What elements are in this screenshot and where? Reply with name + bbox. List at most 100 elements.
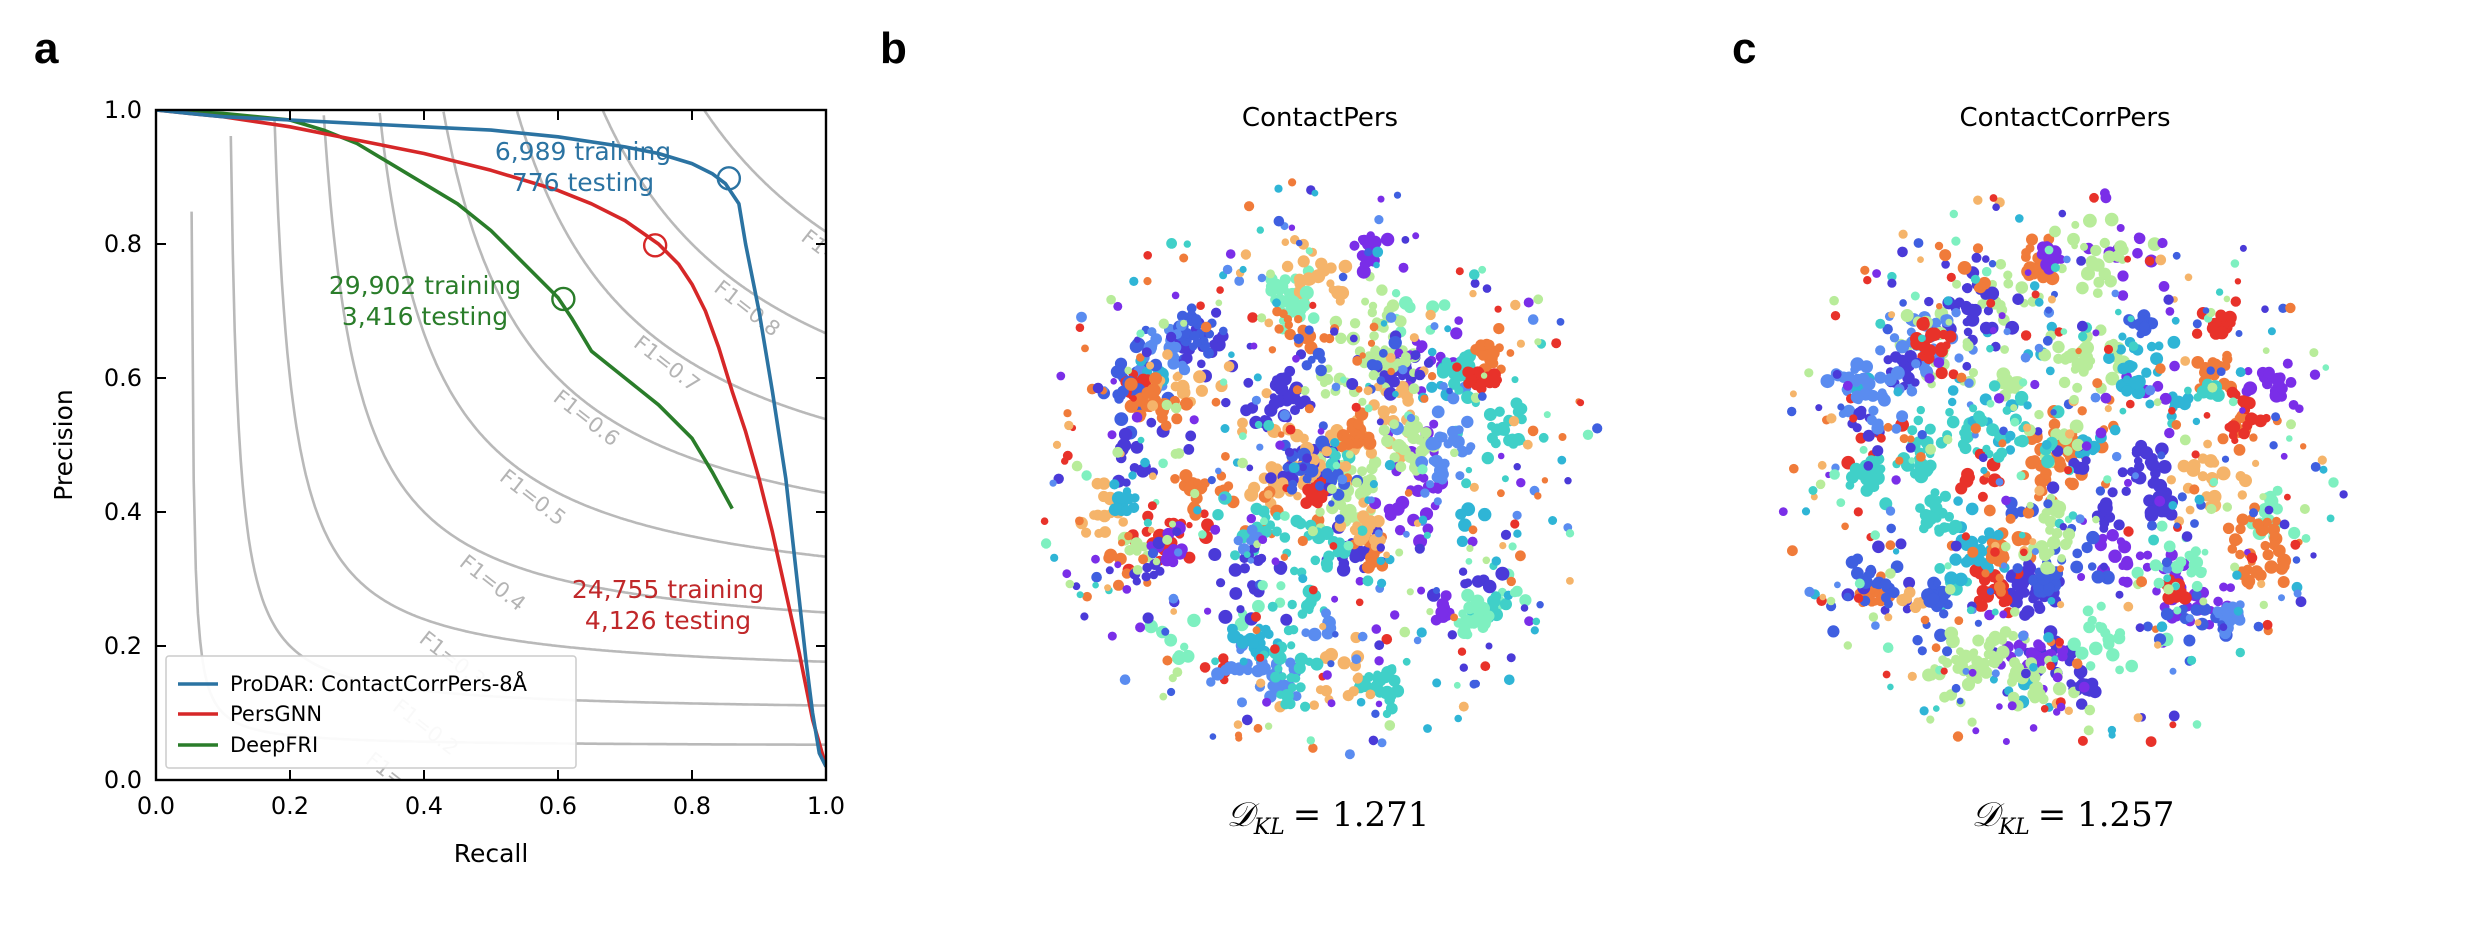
embedding-point <box>1907 435 1915 443</box>
embedding-point <box>2021 248 2031 258</box>
embedding-point <box>1461 390 1475 404</box>
embedding-point <box>1295 682 1306 693</box>
embedding-point <box>1114 561 1122 569</box>
embedding-point <box>2145 399 2155 409</box>
embedding-point <box>1343 540 1354 551</box>
embedding-point <box>1104 584 1112 592</box>
embedding-point <box>1968 368 1978 378</box>
embedding-point <box>1387 367 1395 376</box>
embedding-point <box>2322 364 2330 371</box>
embedding-point <box>2050 409 2057 416</box>
embedding-point <box>1882 324 1893 335</box>
embedding-point <box>1385 312 1397 323</box>
embedding-point <box>1277 431 1285 438</box>
embedding-point <box>1846 470 1859 484</box>
embedding-point <box>1972 553 1986 567</box>
embedding-point <box>1135 622 1146 633</box>
embedding-point <box>1405 420 1415 431</box>
embedding-point <box>1366 359 1379 371</box>
embedding-point <box>1391 684 1405 698</box>
embedding-point <box>1953 496 1963 506</box>
embedding-point <box>1963 327 1973 337</box>
embedding-point <box>2047 536 2061 550</box>
y-tick-label: 0.8 <box>104 230 142 258</box>
legend-label-deepfri: DeepFRI <box>230 733 318 757</box>
embedding-point <box>2328 477 2339 488</box>
embedding-point <box>1972 243 1984 254</box>
embedding-point <box>1491 556 1501 566</box>
embedding-point <box>1874 371 1887 384</box>
embedding-point <box>2261 305 2269 313</box>
embedding-point <box>1361 297 1370 306</box>
embedding-point <box>2254 569 2267 582</box>
embedding-point <box>1233 720 1243 729</box>
embedding-point <box>1170 341 1182 353</box>
embedding-point <box>2092 378 2103 389</box>
embedding-point <box>2119 407 2127 415</box>
embedding-point <box>1136 353 1145 362</box>
embedding-point <box>1446 387 1453 395</box>
embedding-point <box>1288 462 1300 473</box>
embedding-point <box>1309 301 1317 309</box>
embedding-point <box>1887 683 1894 691</box>
embedding-point <box>2146 458 2160 472</box>
embedding-point <box>1254 420 1263 429</box>
embedding-point <box>2202 307 2210 314</box>
embedding-point <box>1321 446 1332 457</box>
embedding-point <box>1989 635 2001 646</box>
embedding-point <box>1457 625 1471 639</box>
embedding-point <box>1804 586 1815 598</box>
embedding-point <box>2040 705 2049 713</box>
embedding-point <box>1181 649 1195 663</box>
embedding-point <box>1382 709 1392 719</box>
embedding-point <box>1973 283 1983 293</box>
embedding-point <box>2197 453 2209 464</box>
embedding-point <box>2024 269 2032 276</box>
embedding-point <box>2169 360 2180 372</box>
embedding-point <box>1946 415 1960 429</box>
embedding-point <box>1218 653 1229 664</box>
embedding-point <box>1845 481 1855 490</box>
embedding-point <box>1882 670 1891 679</box>
embedding-point <box>1475 339 1487 351</box>
embedding-point <box>1986 298 1996 308</box>
embedding-point <box>2149 559 2162 572</box>
embedding-point <box>1928 500 1937 509</box>
embedding-point <box>2034 409 2044 420</box>
embedding-point <box>1098 509 1111 523</box>
embedding-point <box>1322 670 1332 680</box>
embedding-point <box>1872 540 1885 554</box>
embedding-point <box>2113 519 2124 530</box>
embedding-point <box>1870 530 1880 540</box>
embedding-point <box>1168 674 1177 683</box>
embedding-point <box>1955 482 1968 495</box>
embedding-point <box>2072 382 2083 393</box>
iso-f1-label-5: F1=0.5 <box>495 464 570 530</box>
embedding-point <box>2191 450 2200 459</box>
embedding-point <box>1173 448 1185 459</box>
x-tick-label: 0.8 <box>673 792 711 820</box>
embedding-point <box>2254 414 2267 428</box>
operating-point-persgnn <box>642 233 668 258</box>
embedding-point <box>1139 542 1149 552</box>
embedding-point <box>1416 340 1428 352</box>
embedding-point <box>1836 498 1846 507</box>
embedding-point <box>2203 412 2211 419</box>
embedding-point <box>1292 385 1302 395</box>
embedding-point <box>2150 352 2164 366</box>
x-tick-label: 0.6 <box>539 792 577 820</box>
embedding-point <box>1484 339 1495 350</box>
embedding-point <box>1924 423 1936 435</box>
embedding-point <box>1497 452 1505 460</box>
embedding-point <box>1351 654 1362 665</box>
embedding-point <box>1256 653 1265 662</box>
embedding-point <box>2007 676 2017 687</box>
embedding-point <box>1147 526 1155 534</box>
annotation-persgnn: 24,755 training 4,126 testing <box>572 575 764 635</box>
embedding-point <box>2262 549 2274 561</box>
embedding-point <box>2076 256 2086 266</box>
embedding-point <box>1374 656 1384 666</box>
embedding-point <box>2249 433 2258 442</box>
embedding-point <box>2169 667 2177 675</box>
embedding-point <box>1324 647 1338 662</box>
